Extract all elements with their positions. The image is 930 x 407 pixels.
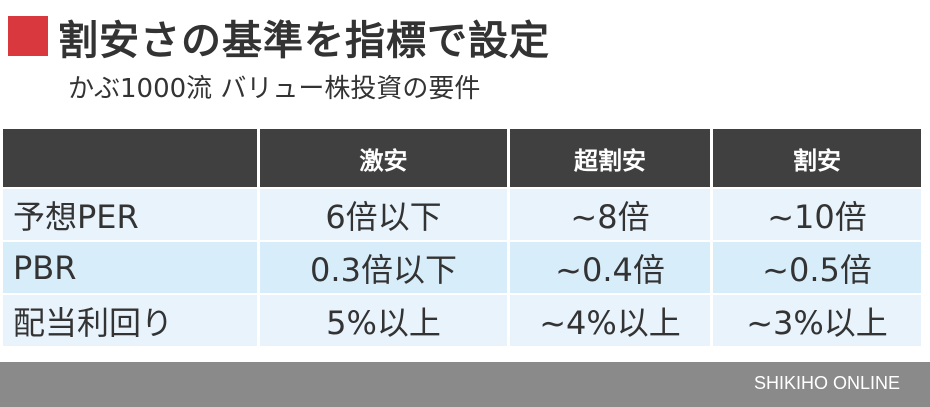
row-label: 予想PER [3,189,257,240]
table-cell: ~0.4倍 [510,242,710,293]
column-header: 激安 [260,129,507,187]
page-title: 割安さの基準を指標で設定 [58,18,550,64]
column-header: 割安 [713,129,921,187]
table-cell: ~10倍 [713,189,921,240]
column-header-empty [3,129,257,187]
table-row: 配当利回り 5%以上 ~4%以上 ~3%以上 [3,295,921,346]
table-cell: 5%以上 [260,295,507,346]
row-label: 配当利回り [3,295,257,346]
table-cell: 0.3倍以下 [260,242,507,293]
table-row: PBR 0.3倍以下 ~0.4倍 ~0.5倍 [3,242,921,293]
table-header-row: 激安 超割安 割安 [3,129,921,187]
title-accent-square [8,16,48,56]
table-cell: ~0.5倍 [713,242,921,293]
table-cell: ~4%以上 [510,295,710,346]
row-label: PBR [3,242,257,293]
table-cell: 6倍以下 [260,189,507,240]
criteria-table: 激安 超割安 割安 予想PER 6倍以下 ~8倍 ~10倍 PBR 0.3倍以下… [0,127,924,348]
column-header: 超割安 [510,129,710,187]
table-row: 予想PER 6倍以下 ~8倍 ~10倍 [3,189,921,240]
table-cell: ~8倍 [510,189,710,240]
page-subtitle: かぶ1000流 バリュー株投資の要件 [68,74,481,104]
source-credit: SHIKIHO ONLINE [753,373,900,393]
footer-bar: SHIKIHO ONLINE [0,362,930,407]
table-cell: ~3%以上 [713,295,921,346]
